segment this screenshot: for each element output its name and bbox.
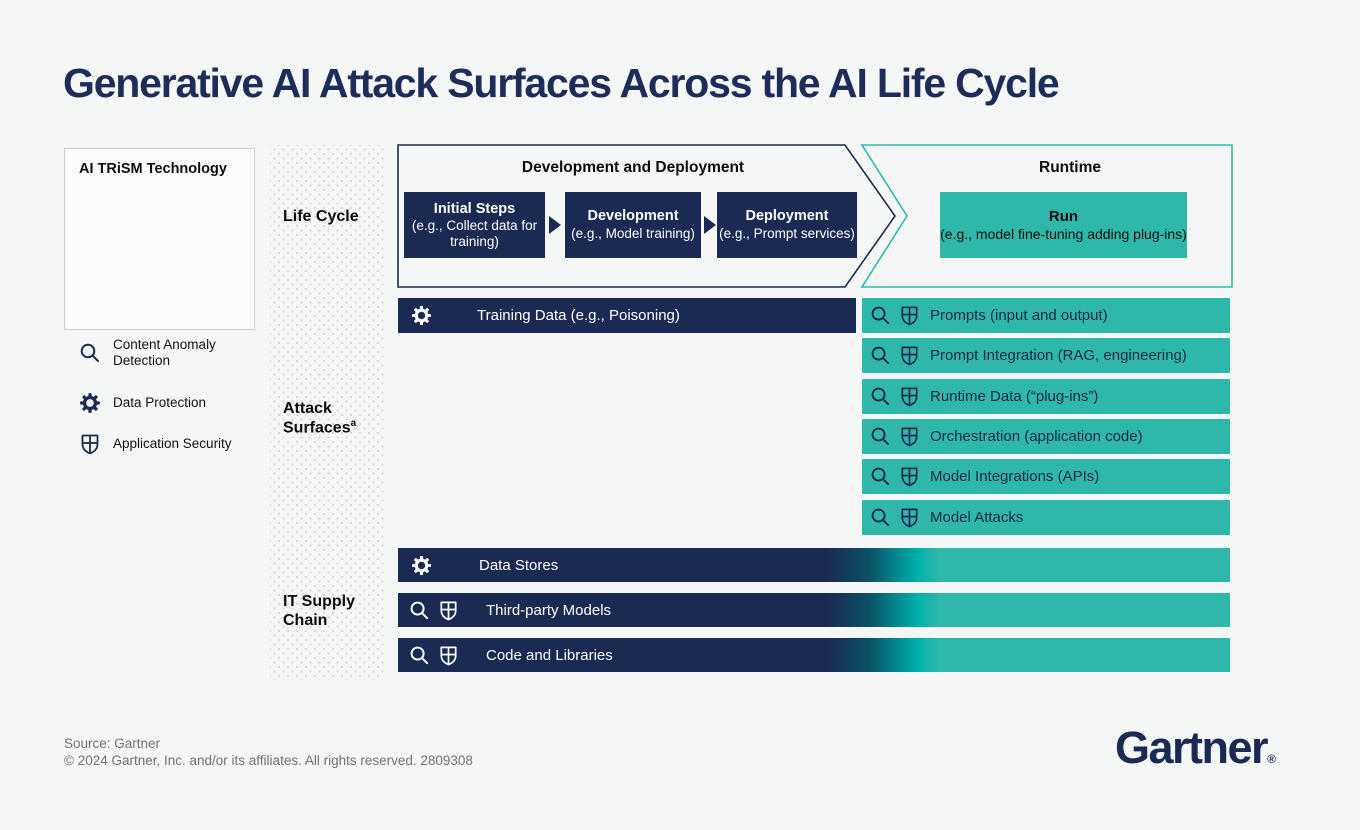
step-subtitle: (e.g., model fine-tuning adding plug-ins…: [940, 225, 1187, 242]
registered-trademark-icon: ®: [1267, 752, 1276, 766]
arrow-right-icon: [704, 216, 716, 234]
bar-label: Model Integrations (APIs): [930, 468, 1100, 485]
search-icon: [871, 508, 890, 527]
development-chevron-outline: [397, 144, 896, 288]
step-deployment: Deployment (e.g., Prompt services): [717, 192, 857, 258]
life-cycle-chevrons: [397, 144, 1233, 288]
shield-icon: [440, 600, 457, 620]
attack-surface-bar-prompts: Prompts (input and output): [862, 298, 1230, 333]
attack-surface-bar-model-integrations: Model Integrations (APIs): [862, 459, 1230, 494]
step-subtitle: (e.g., Model training): [571, 225, 695, 241]
row-label-attack-surfaces: Attack Surfacesa: [283, 399, 383, 438]
legend-box: AI TRiSM Technology Content Anomaly Dete…: [64, 148, 255, 455]
supply-chain-bar-data-stores: Data Stores: [398, 548, 1230, 582]
attack-surfaces-label: Attack Surfaces: [283, 400, 351, 437]
step-title: Deployment: [745, 208, 829, 225]
shield-icon: [901, 387, 918, 407]
search-icon: [871, 427, 890, 446]
search-icon: [871, 306, 890, 325]
supply-chain-bar-code-and-libraries: Code and Libraries: [398, 638, 1230, 672]
row-label-it-supply-chain: IT Supply Chain: [283, 593, 355, 630]
gear-icon: [410, 553, 433, 577]
footer: Source: Gartner © 2024 Gartner, Inc. and…: [64, 735, 473, 769]
attack-surface-bar-orchestration: Orchestration (application code): [862, 419, 1230, 454]
runtime-chevron-outline: [860, 144, 1233, 288]
shield-icon: [901, 306, 918, 326]
gartner-logo-text: Gartner: [1115, 722, 1269, 773]
shield-icon: [901, 467, 918, 487]
attack-surface-bar-training-data: Training Data (e.g., Poisoning): [398, 298, 856, 333]
bar-label: Model Attacks: [930, 509, 1024, 526]
bar-label: Prompts (input and output): [930, 307, 1108, 324]
step-run: Run (e.g., model fine-tuning adding plug…: [940, 192, 1187, 258]
legend-item-content-anomaly-detection: Content Anomaly Detection: [78, 337, 243, 369]
arrow-right-icon: [549, 216, 561, 234]
step-title: Initial Steps: [433, 200, 516, 217]
source-text: Source: Gartner: [64, 736, 161, 751]
search-icon: [871, 387, 890, 406]
bar-label: Runtime Data (“plug-ins”): [930, 388, 1099, 405]
row-label-column-background: [270, 145, 385, 680]
legend-item-data-protection: Data Protection: [78, 391, 243, 415]
legend-item-label: Content Anomaly Detection: [113, 337, 216, 368]
footnote-marker: a: [350, 418, 357, 430]
gear-icon: [78, 391, 102, 415]
phase-title-runtime: Runtime: [1039, 159, 1101, 176]
page-title: Generative AI Attack Surfaces Across the…: [63, 60, 1060, 106]
copyright-text: © 2024 Gartner, Inc. and/or its affiliat…: [64, 753, 473, 768]
step-subtitle: (e.g., Prompt services): [719, 225, 855, 241]
bar-label: Training Data (e.g., Poisoning): [477, 307, 680, 324]
search-icon: [871, 346, 890, 365]
search-icon: [410, 601, 429, 619]
shield-icon: [901, 346, 918, 366]
step-initial-steps: Initial Steps (e.g., Collect data for tr…: [404, 192, 545, 258]
shield-icon: [901, 427, 918, 447]
phase-title-development-deployment: Development and Deployment: [521, 159, 745, 176]
legend-item-application-security: Application Security: [78, 432, 243, 456]
attack-surface-bar-prompt-integration: Prompt Integration (RAG, engineering): [862, 338, 1230, 373]
shield-icon: [81, 434, 99, 455]
bar-label: Code and Libraries: [486, 646, 613, 664]
gear-icon: [410, 304, 433, 327]
bar-label: Prompt Integration (RAG, engineering): [930, 347, 1187, 364]
legend-item-label: Application Security: [113, 436, 232, 452]
attack-surface-bar-runtime-data: Runtime Data (“plug-ins”): [862, 379, 1230, 414]
shield-icon: [440, 645, 457, 665]
supply-chain-bar-third-party-models: Third-party Models: [398, 593, 1230, 627]
shield-icon: [901, 508, 918, 528]
bar-label: Orchestration (application code): [930, 428, 1143, 445]
search-icon: [410, 646, 429, 664]
step-development: Development (e.g., Model training): [565, 192, 701, 258]
bar-label: Third-party Models: [486, 601, 612, 619]
attack-surface-bar-model-attacks: Model Attacks: [862, 500, 1230, 535]
gartner-logo: Gartner®: [1115, 722, 1276, 774]
bar-label: Data Stores: [479, 556, 559, 574]
search-icon: [80, 343, 99, 362]
search-icon: [871, 467, 890, 486]
step-title: Development: [587, 208, 679, 225]
row-label-life-cycle: Life Cycle: [283, 208, 359, 225]
step-subtitle: (e.g., Collect data for training): [411, 217, 538, 249]
legend-item-label: Data Protection: [113, 395, 207, 411]
legend-title: AI TRiSM Technology: [79, 161, 227, 177]
step-title: Run: [1048, 207, 1079, 225]
